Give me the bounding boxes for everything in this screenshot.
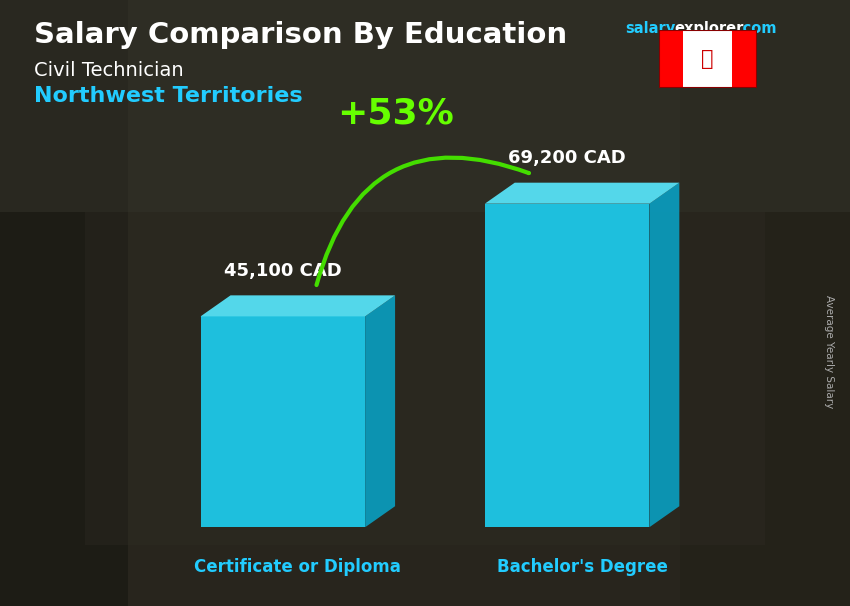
Polygon shape xyxy=(201,316,366,527)
Text: explorer: explorer xyxy=(674,21,744,36)
Text: 🍁: 🍁 xyxy=(701,48,714,68)
Text: 69,200 CAD: 69,200 CAD xyxy=(508,150,626,167)
Polygon shape xyxy=(366,295,395,527)
Text: Civil Technician: Civil Technician xyxy=(34,61,184,79)
Text: Bachelor's Degree: Bachelor's Degree xyxy=(496,558,667,576)
Bar xyxy=(659,30,683,88)
Text: salary: salary xyxy=(625,21,675,36)
Text: +53%: +53% xyxy=(337,97,453,131)
Bar xyxy=(85,212,765,545)
Text: Salary Comparison By Education: Salary Comparison By Education xyxy=(34,21,567,49)
Bar xyxy=(0,0,850,212)
Bar xyxy=(0,0,128,606)
Polygon shape xyxy=(484,204,649,527)
Text: Certificate or Diploma: Certificate or Diploma xyxy=(195,558,401,576)
Text: Northwest Territories: Northwest Territories xyxy=(34,86,303,106)
Polygon shape xyxy=(484,182,679,204)
FancyArrowPatch shape xyxy=(316,158,529,285)
Bar xyxy=(680,0,850,606)
Text: 45,100 CAD: 45,100 CAD xyxy=(224,262,342,280)
Bar xyxy=(683,30,732,88)
Text: .com: .com xyxy=(738,21,777,36)
Text: Average Yearly Salary: Average Yearly Salary xyxy=(824,295,834,408)
Polygon shape xyxy=(201,295,395,316)
Polygon shape xyxy=(649,182,679,527)
Bar xyxy=(732,30,756,88)
